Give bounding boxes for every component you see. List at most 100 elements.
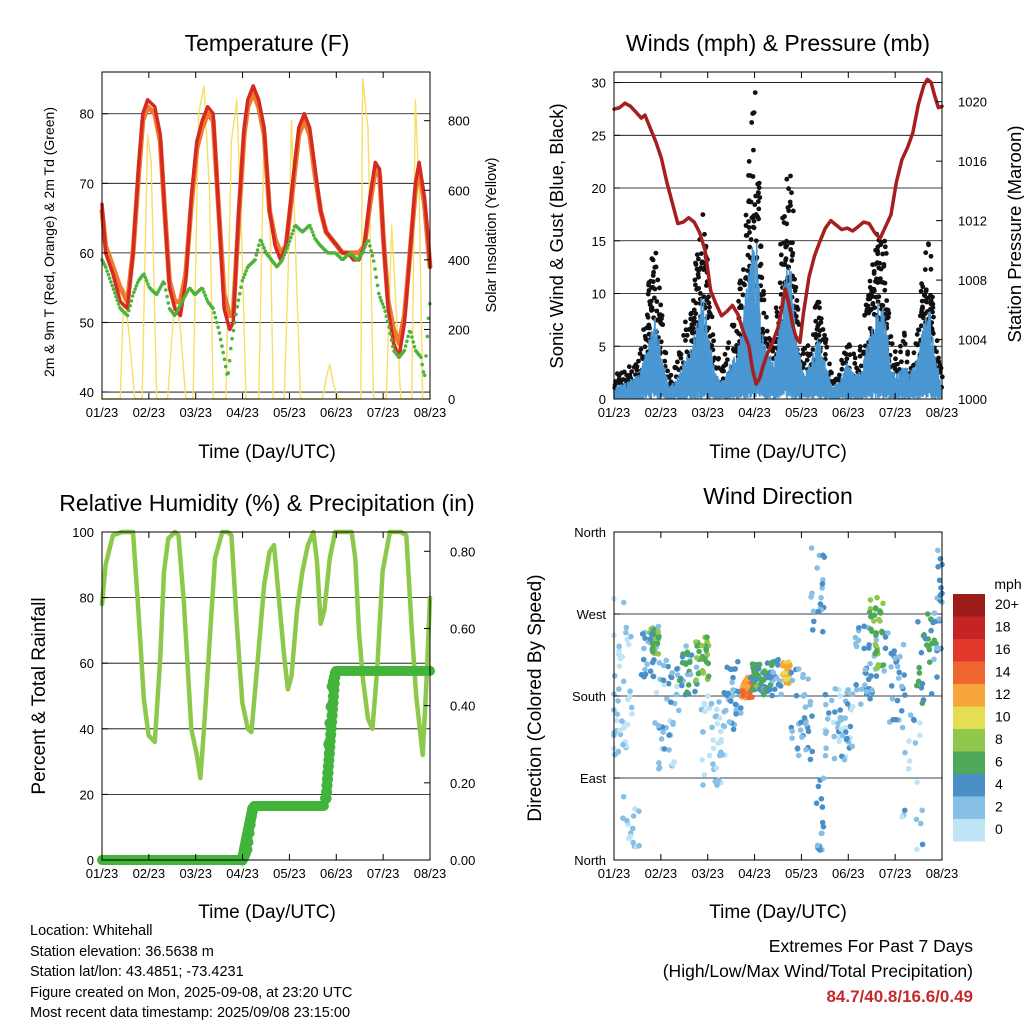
dewpoint-point — [361, 248, 366, 253]
gust-point — [823, 337, 829, 342]
direction-point — [699, 757, 705, 763]
gust-point — [655, 277, 661, 283]
gust-point — [788, 173, 793, 179]
direction-point — [861, 623, 867, 630]
direction-point — [830, 719, 837, 726]
precip-point — [247, 803, 259, 815]
direction-point — [814, 565, 820, 571]
gust-point — [857, 347, 863, 353]
dewpoint-point — [286, 243, 291, 247]
direction-point — [854, 686, 860, 693]
direction-point — [873, 637, 879, 643]
gust-point — [760, 330, 766, 336]
direction-point — [799, 734, 805, 740]
direction-point — [730, 687, 736, 693]
direction-point — [706, 752, 713, 759]
gust-point — [847, 352, 853, 358]
gust-point — [875, 251, 881, 257]
dewpoint-point — [125, 313, 130, 318]
gust-point — [784, 176, 790, 182]
gust-point — [629, 369, 635, 374]
gust-point — [746, 159, 752, 164]
dewpoint-point — [231, 328, 236, 333]
direction-point — [847, 723, 854, 730]
direction-point — [656, 660, 663, 666]
y-tick-label: South — [572, 689, 606, 704]
x-tick-label: 05/23 — [785, 866, 818, 881]
direction-point — [655, 623, 662, 630]
direction-point — [620, 741, 626, 748]
direction-point — [624, 817, 630, 824]
direction-point — [863, 688, 870, 695]
direction-point — [915, 678, 922, 685]
gust-point — [761, 310, 767, 316]
gust-point — [740, 292, 746, 298]
direction-point — [869, 687, 875, 693]
direction-point — [868, 673, 874, 679]
direction-point — [824, 716, 831, 722]
gust-point — [751, 147, 756, 153]
direction-point — [739, 688, 746, 694]
direction-point — [655, 629, 661, 635]
direction-point — [862, 666, 869, 673]
direction-point — [867, 660, 873, 667]
gust-point — [789, 190, 794, 196]
direction-point — [871, 618, 877, 624]
gust-point — [749, 120, 755, 125]
insolation-line — [101, 78, 431, 400]
direction-point — [872, 641, 879, 648]
direction-point — [674, 666, 680, 672]
direction-point — [619, 654, 626, 660]
gust-point — [688, 310, 694, 316]
gust-point — [653, 250, 659, 256]
gust-point — [823, 352, 828, 357]
gust-point — [930, 309, 935, 315]
direction-point — [855, 637, 862, 644]
colorbar-label: 18 — [995, 619, 1011, 635]
gust-point — [784, 243, 790, 249]
direction-point — [716, 752, 723, 759]
direction-point — [621, 725, 627, 731]
y2-tick-label: 1020 — [958, 95, 987, 110]
direction-point — [654, 640, 661, 647]
gust-point — [675, 359, 680, 365]
gust-point — [883, 251, 889, 256]
temperature-series — [99, 78, 433, 400]
direction-point — [642, 666, 648, 673]
gust-point — [874, 276, 879, 282]
pressure-line — [612, 77, 944, 386]
x-tick-label: 02/23 — [645, 866, 678, 881]
dewpoint-point — [254, 253, 259, 257]
gust-point — [773, 305, 779, 311]
direction-point — [817, 601, 824, 607]
direction-point — [718, 739, 724, 745]
y2-tick-label: 1016 — [958, 154, 987, 169]
gust-point — [820, 327, 826, 332]
direction-point — [614, 711, 621, 717]
direction-point — [813, 800, 820, 806]
gust-point — [761, 297, 767, 303]
x-tick-label: 07/23 — [367, 866, 400, 881]
direction-point — [862, 682, 868, 688]
direction-point — [899, 814, 905, 820]
gust-point — [712, 355, 717, 361]
direction-point — [716, 699, 722, 705]
direction-point — [805, 676, 811, 682]
dewpoint-point — [221, 350, 225, 355]
colorbar-label: 8 — [995, 731, 1003, 747]
gust-point — [898, 343, 903, 349]
dewpoint-point — [411, 340, 416, 344]
humidity-series — [97, 529, 435, 866]
dewpoint-point — [373, 267, 377, 271]
gust-point — [914, 332, 920, 337]
gust-point — [657, 285, 662, 291]
gust-point — [787, 199, 793, 205]
direction-point — [880, 600, 886, 607]
direction-point — [775, 656, 781, 663]
direction-point — [716, 715, 723, 721]
direction-point — [783, 676, 789, 682]
gust-point — [654, 308, 660, 314]
gust-point — [919, 298, 925, 304]
dewpoint-point — [370, 253, 375, 258]
